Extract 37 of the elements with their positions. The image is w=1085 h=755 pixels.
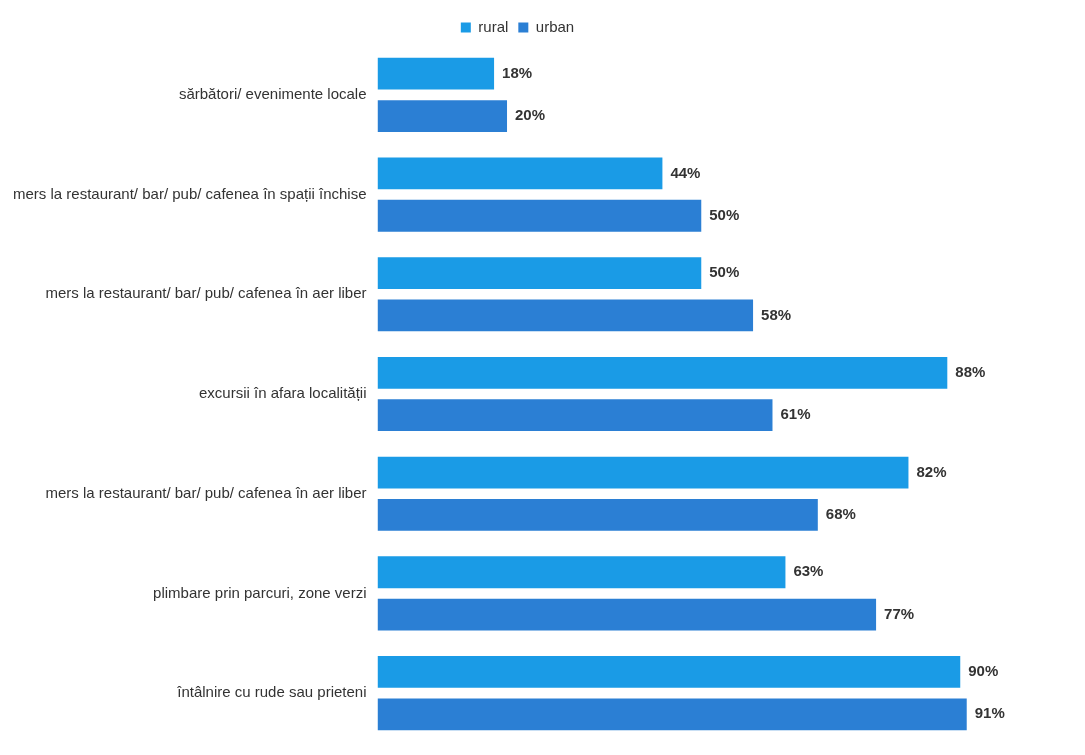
y-tick-label: întâlnire cu rude sau prieteni	[176, 683, 367, 701]
data-label: 63%	[793, 562, 824, 580]
bar	[377, 199, 702, 232]
data-label: 68%	[825, 505, 856, 523]
data-label: 91%	[974, 704, 1005, 722]
bar	[377, 456, 909, 489]
bar	[377, 257, 702, 289]
data-label: 44%	[670, 163, 701, 181]
y-tick-label: sărbători/ evenimente locale	[178, 85, 367, 102]
data-label: 82%	[916, 462, 947, 480]
legend-label: urban	[535, 17, 575, 35]
data-label: 90%	[968, 662, 999, 680]
y-tick-label: mers la restaurant/ bar/ pub/ cafenea în aer liber	[45, 284, 367, 302]
legend-label: rural	[478, 17, 509, 35]
data-label: 88%	[955, 362, 986, 380]
data-label: 58%	[761, 305, 792, 323]
y-tick-label: plimbare prin parcuri, zone verzi	[153, 583, 367, 601]
y-tick-label: excursii în afara localității	[198, 384, 367, 402]
y-tick-label: mers la restaurant/ bar/ pub/ cafenea în spații închise	[12, 184, 367, 202]
bar	[377, 299, 754, 332]
bar	[377, 399, 773, 432]
data-label: 50%	[709, 205, 740, 223]
bar	[377, 598, 877, 631]
data-label: 18%	[502, 63, 533, 81]
bar	[377, 100, 508, 132]
bar	[377, 157, 663, 190]
data-label: 20%	[515, 106, 546, 124]
data-label: 77%	[884, 604, 915, 622]
bar	[377, 556, 786, 589]
bar	[377, 356, 948, 389]
bar	[377, 499, 818, 531]
y-tick-label: mers la restaurant/ bar/ pub/ cafenea în aer liber	[45, 483, 367, 501]
bar	[377, 57, 495, 90]
data-label: 61%	[780, 405, 811, 423]
bar	[377, 656, 961, 688]
data-label: 50%	[709, 263, 740, 281]
bar	[377, 698, 967, 731]
